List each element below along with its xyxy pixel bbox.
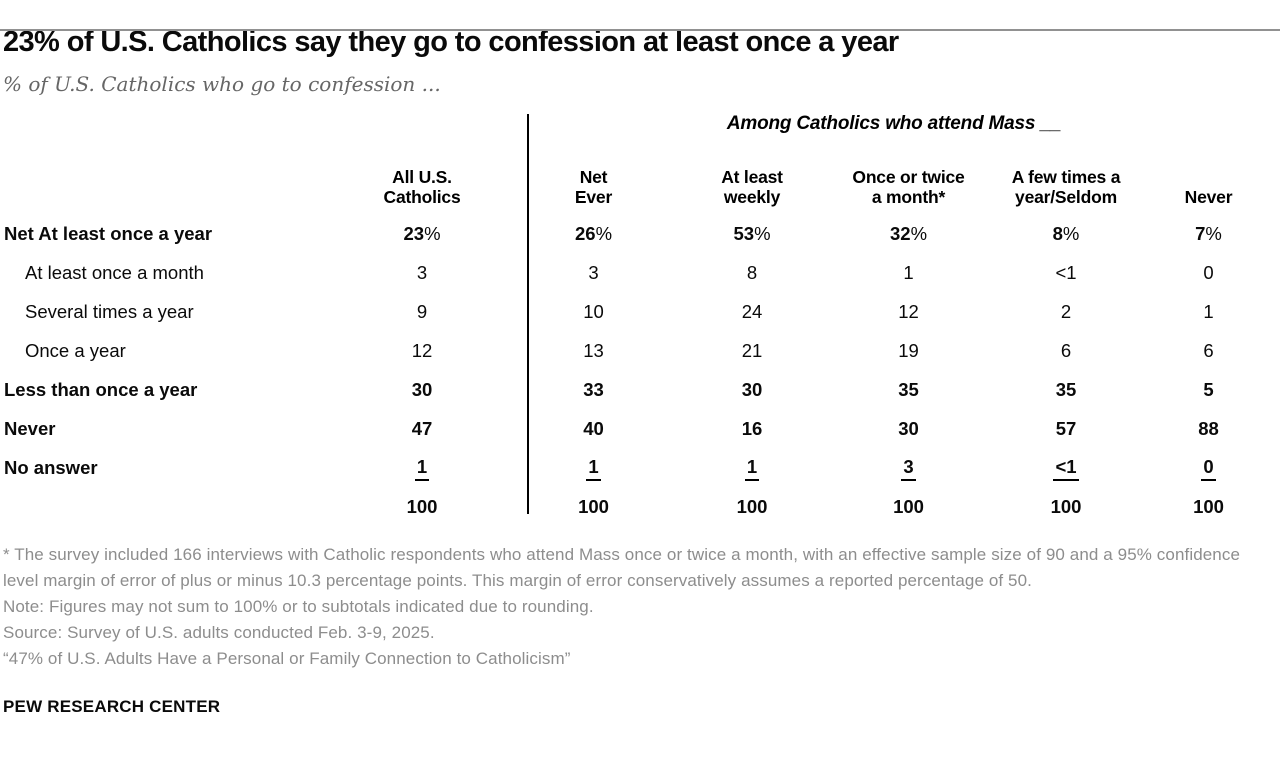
cell: 13 bbox=[583, 340, 604, 362]
row-label bbox=[3, 488, 333, 527]
page-title: 23% of U.S. Catholics say they go to con… bbox=[3, 26, 899, 58]
cell: 30 bbox=[741, 379, 763, 401]
cell: 40 bbox=[583, 418, 604, 440]
column-header-net-ever: Net Ever bbox=[574, 166, 613, 207]
table-row-never: Never 47 40 16 30 57 88 bbox=[3, 410, 1274, 449]
table-row-at-least-once-a-month: At least once a month 3 3 8 1 <1 0 bbox=[3, 254, 1274, 293]
cell: 100 bbox=[406, 496, 438, 518]
cell: 16 bbox=[741, 418, 763, 440]
cell: 8% bbox=[1052, 223, 1080, 245]
cell: 1 bbox=[511, 449, 676, 488]
footnote-note: Note: Figures may not sum to 100% or to … bbox=[3, 596, 594, 616]
pew-research-center-brand: PEW RESEARCH CENTER bbox=[3, 696, 221, 716]
cell: 53% bbox=[733, 223, 771, 245]
table-row-less-than-once-a-year: Less than once a year 30 33 30 35 35 5 bbox=[3, 371, 1274, 410]
cell: 47 bbox=[411, 418, 433, 440]
subtitle: % of U.S. Catholics who go to confession… bbox=[3, 71, 441, 96]
cell: 19 bbox=[898, 340, 919, 362]
row-label: Once a year bbox=[25, 340, 126, 362]
column-header-once-or-twice-a-month: Once or twice a month* bbox=[852, 166, 965, 207]
cell: 2 bbox=[1060, 301, 1072, 323]
cell: 30 bbox=[411, 379, 433, 401]
cell: 1 bbox=[676, 449, 828, 488]
cell: 0 bbox=[1203, 262, 1214, 284]
table-row-total: 100 100 100 100 100 100 bbox=[3, 488, 1274, 527]
cell: 26% bbox=[574, 223, 613, 245]
row-label: Never bbox=[4, 418, 56, 440]
footnotes: * The survey included 166 interviews wit… bbox=[3, 542, 1274, 672]
cell: 30 bbox=[898, 418, 919, 440]
cell: 1 bbox=[1203, 301, 1214, 323]
group-header-row: Among Catholics who attend Mass __ bbox=[3, 111, 1274, 153]
cell: 3 bbox=[588, 262, 599, 284]
cell: 23% bbox=[403, 223, 441, 245]
column-divider bbox=[527, 113, 529, 514]
row-label: Net At least once a year bbox=[4, 223, 213, 245]
row-label: Several times a year bbox=[25, 301, 194, 323]
table-row-several-times-a-year: Several times a year 9 10 24 12 2 1 bbox=[3, 293, 1274, 332]
row-label: No answer bbox=[4, 457, 98, 479]
row-label: At least once a month bbox=[25, 262, 204, 284]
footnote-asterisk: * The survey included 166 interviews wit… bbox=[3, 544, 1241, 590]
cell: 100 bbox=[1050, 496, 1082, 518]
cell: 100 bbox=[736, 496, 768, 518]
table-row-no-answer: No answer 1 1 1 3 <1 0 bbox=[3, 449, 1274, 488]
cell: 24 bbox=[741, 301, 763, 323]
cell: 32% bbox=[889, 223, 928, 245]
cell: 8 bbox=[746, 262, 758, 284]
column-header-row: All U.S. Catholics Net Ever At least wee… bbox=[3, 153, 1274, 215]
column-header-empty bbox=[3, 153, 333, 215]
cell: 33 bbox=[583, 379, 604, 401]
cell: 88 bbox=[1198, 418, 1219, 440]
cell: 100 bbox=[893, 496, 924, 518]
cell: 12 bbox=[898, 301, 919, 323]
cell: 0 bbox=[1143, 449, 1274, 488]
table-row-once-a-year: Once a year 12 13 21 19 6 6 bbox=[3, 332, 1274, 371]
column-header-all-us-catholics: All U.S. Catholics bbox=[383, 166, 461, 207]
data-table: All U.S. Catholics Net Ever At least wee… bbox=[3, 153, 1274, 527]
cell: 5 bbox=[1203, 379, 1214, 401]
row-label: Less than once a year bbox=[4, 379, 198, 401]
report-card: 23% of U.S. Catholics say they go to con… bbox=[0, 26, 1280, 717]
cell: 35 bbox=[898, 379, 919, 401]
top-rule bbox=[0, 29, 1280, 31]
cell: 100 bbox=[1193, 496, 1224, 518]
footnote-report-title: “47% of U.S. Adults Have a Personal or F… bbox=[3, 648, 571, 668]
column-header-never: Never bbox=[1184, 186, 1233, 207]
cell: 100 bbox=[578, 496, 609, 518]
confession-table: Among Catholics who attend Mass __ All U… bbox=[3, 111, 1274, 527]
cell: 9 bbox=[416, 301, 428, 323]
cell: 3 bbox=[828, 449, 989, 488]
table-row-net-at-least-once-a-year: Net At least once a year 23% 26% 53% 32%… bbox=[3, 215, 1274, 254]
cell: 1 bbox=[333, 449, 511, 488]
cell: 6 bbox=[1203, 340, 1214, 362]
cell: 3 bbox=[416, 262, 428, 284]
group-header: Among Catholics who attend Mass __ bbox=[726, 112, 1062, 134]
cell: <1 bbox=[1055, 262, 1077, 284]
column-header-at-least-weekly: At least weekly bbox=[721, 166, 783, 207]
cell: 21 bbox=[741, 340, 763, 362]
cell: 7% bbox=[1195, 223, 1222, 245]
cell: 57 bbox=[1055, 418, 1077, 440]
column-header-few-times-year-seldom: A few times a year/Seldom bbox=[1011, 166, 1121, 207]
cell: 1 bbox=[903, 262, 914, 284]
footnote-source: Source: Survey of U.S. adults conducted … bbox=[3, 622, 435, 642]
cell: 6 bbox=[1060, 340, 1072, 362]
cell: 10 bbox=[583, 301, 604, 323]
cell: 35 bbox=[1055, 379, 1077, 401]
cell: 12 bbox=[411, 340, 433, 362]
cell: <1 bbox=[989, 449, 1143, 488]
